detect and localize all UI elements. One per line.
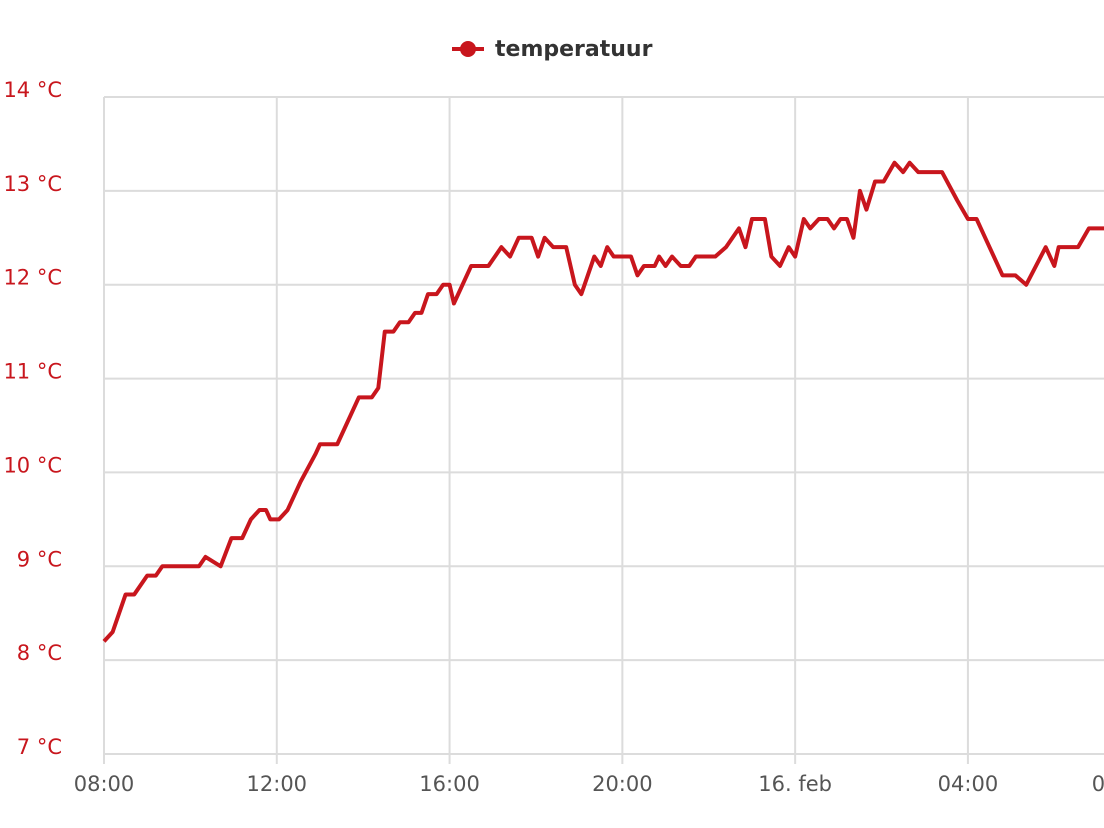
y-tick-label: 10 °C: [3, 453, 62, 477]
x-tick-label: 12:00: [247, 772, 308, 796]
line: [102, 160, 1104, 643]
y-tick-label: 7 °C: [17, 735, 62, 759]
legend-marker: [460, 41, 476, 57]
x-tick-label: 08:00: [1092, 772, 1104, 796]
x-tick-label: 16:00: [419, 772, 480, 796]
legend-label: temperatuur: [495, 37, 653, 62]
y-tick-label: 13 °C: [3, 172, 62, 196]
y-tick-label: 14 °C: [3, 78, 62, 102]
x-tick-label: 08:00: [74, 772, 135, 796]
y-tick-label: 9 °C: [17, 547, 62, 571]
x-tick-label: 16. feb: [758, 772, 832, 796]
y-tick-label: 12 °C: [3, 266, 62, 290]
y-tick-label: 8 °C: [17, 641, 62, 665]
x-tick-label: 20:00: [592, 772, 653, 796]
x-tick-label: 04:00: [938, 772, 999, 796]
y-tick-label: 11 °C: [3, 360, 62, 384]
legend-item: temperatuur: [452, 37, 653, 62]
